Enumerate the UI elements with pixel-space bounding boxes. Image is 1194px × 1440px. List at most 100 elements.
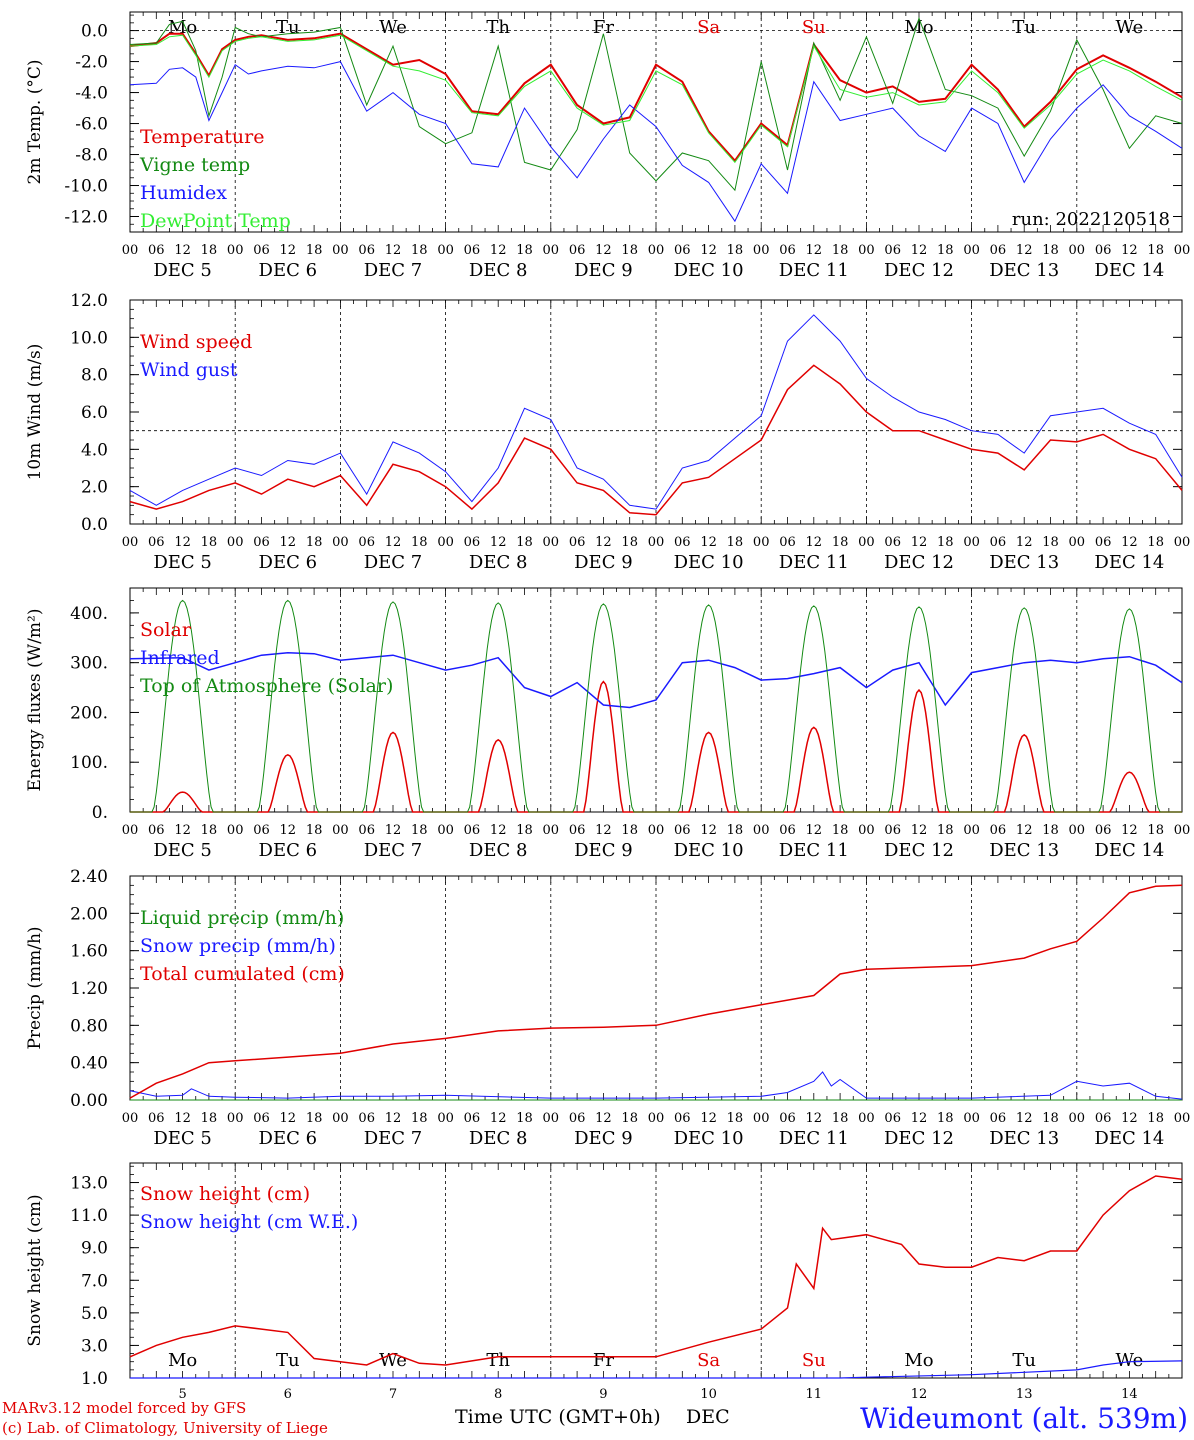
hour-label: 00 (332, 535, 349, 550)
hour-label: 00 (858, 535, 875, 550)
hour-label: 06 (464, 243, 481, 258)
y-tick-label: -12.0 (64, 208, 108, 228)
hour-label: 06 (253, 243, 270, 258)
hour-label: 18 (1042, 823, 1059, 838)
hour-label: 00 (437, 243, 454, 258)
legend-entry: Wind gust (140, 359, 238, 381)
date-label: DEC 6 (259, 260, 318, 281)
date-label: DEC 5 (153, 260, 212, 281)
day-number-label: 7 (389, 1387, 397, 1402)
y-tick-label: 11.0 (70, 1206, 108, 1226)
hour-label: 00 (1069, 823, 1086, 838)
hour-label: 18 (516, 535, 533, 550)
hour-label: 12 (700, 1111, 717, 1126)
hour-label: 06 (464, 535, 481, 550)
hour-label: 12 (595, 535, 612, 550)
series-line (129, 16, 1183, 192)
hour-label: 00 (1069, 1111, 1086, 1126)
hour-label: 12 (595, 243, 612, 258)
legend-entry: Liquid precip (mm/h) (140, 907, 344, 929)
hour-label: 18 (201, 823, 218, 838)
hour-label: 06 (1095, 823, 1112, 838)
hour-label: 06 (569, 823, 586, 838)
y-tick-label: 10.0 (70, 328, 108, 348)
hour-label: 12 (280, 243, 297, 258)
weekday-label: Tu (1012, 17, 1036, 38)
y-tick-label: 1.20 (70, 979, 108, 999)
model-credit: MARv3.12 model forced by GFS (2, 1399, 247, 1417)
hour-label: 06 (779, 243, 796, 258)
y-tick-label: -4.0 (75, 84, 108, 104)
hour-label: 00 (1069, 535, 1086, 550)
series-line (129, 32, 1183, 163)
legend-entry: Top of Atmosphere (Solar) (140, 675, 393, 697)
hour-label: 12 (1016, 243, 1033, 258)
hour-label: 12 (280, 535, 297, 550)
hour-label: 06 (358, 243, 375, 258)
hour-label: 18 (621, 243, 638, 258)
hour-label: 06 (358, 535, 375, 550)
station-label: Wideumont (alt. 539m) (860, 1402, 1188, 1435)
date-label: DEC 14 (1094, 1128, 1164, 1149)
hour-label: 12 (700, 823, 717, 838)
hour-label: 00 (963, 243, 980, 258)
legend-entry: Wind speed (140, 331, 252, 353)
y-tick-label: 300. (70, 654, 108, 674)
y-tick-label: 9.0 (81, 1239, 108, 1259)
date-label: DEC 10 (674, 840, 744, 861)
hour-label: 18 (306, 535, 323, 550)
hour-label: 06 (148, 535, 165, 550)
panel-2: 0.0 2.0 4.0 6.0 8.0 10.0 12.0 10m Wind (m/s) Win… (25, 291, 1190, 573)
hour-label: 12 (490, 243, 507, 258)
date-label: DEC 9 (574, 552, 633, 573)
hour-label: 12 (280, 823, 297, 838)
hour-label: 00 (1174, 243, 1191, 258)
hour-label: 00 (543, 535, 560, 550)
hour-label: 00 (648, 535, 665, 550)
hour-label: 18 (201, 243, 218, 258)
date-label: DEC 9 (574, 840, 633, 861)
y-tick-label: 200. (70, 703, 108, 723)
hour-label: 12 (490, 535, 507, 550)
hour-label: 00 (437, 823, 454, 838)
hour-label: 06 (779, 1111, 796, 1126)
y-tick-label: 6.0 (81, 403, 108, 423)
hour-label: 12 (595, 823, 612, 838)
hour-label: 12 (911, 1111, 928, 1126)
hour-label: 18 (1147, 535, 1164, 550)
hour-label: 06 (674, 243, 691, 258)
series-line (130, 599, 1182, 813)
hour-label: 12 (174, 243, 191, 258)
hour-label: 12 (385, 535, 402, 550)
date-label: DEC 5 (153, 840, 212, 861)
date-label: DEC 7 (364, 552, 423, 573)
legend-entry: Total cumulated (cm) (140, 963, 345, 985)
hour-label: 18 (1147, 823, 1164, 838)
legend-entry: Temperature (140, 126, 264, 148)
legend-entry: Vigne temp (139, 154, 250, 176)
date-label: DEC 10 (674, 260, 744, 281)
hour-label: 12 (385, 1111, 402, 1126)
series-line (129, 314, 1183, 510)
y-axis-label: 2m Temp. (°C) (25, 59, 45, 184)
day-number-label: 11 (806, 1387, 823, 1402)
hour-label: 06 (990, 243, 1007, 258)
legend-entry: Infrared (140, 647, 220, 669)
hour-label: 06 (779, 535, 796, 550)
date-label: DEC 10 (674, 1128, 744, 1149)
hour-label: 00 (648, 243, 665, 258)
y-tick-label: 400. (70, 604, 108, 624)
hour-label: 00 (437, 1111, 454, 1126)
panel-3: 0. 100. 200. 300. 400. Energy fluxes (W/m²) So… (25, 587, 1190, 861)
hour-label: 06 (148, 243, 165, 258)
panel-1: 0.0 -2.0 -4.0 -6.0 -8.0 -10.0 -12.0 2m Temp. (°… (25, 11, 1191, 281)
weekday-label: Sa (697, 17, 720, 38)
y-tick-label: 0. (92, 803, 108, 823)
date-label: DEC 9 (574, 260, 633, 281)
hour-label: 18 (411, 823, 428, 838)
hour-label: 12 (1016, 535, 1033, 550)
date-label: DEC 6 (259, 1128, 318, 1149)
hour-label: 12 (911, 823, 928, 838)
weekday-label: Su (802, 17, 826, 38)
